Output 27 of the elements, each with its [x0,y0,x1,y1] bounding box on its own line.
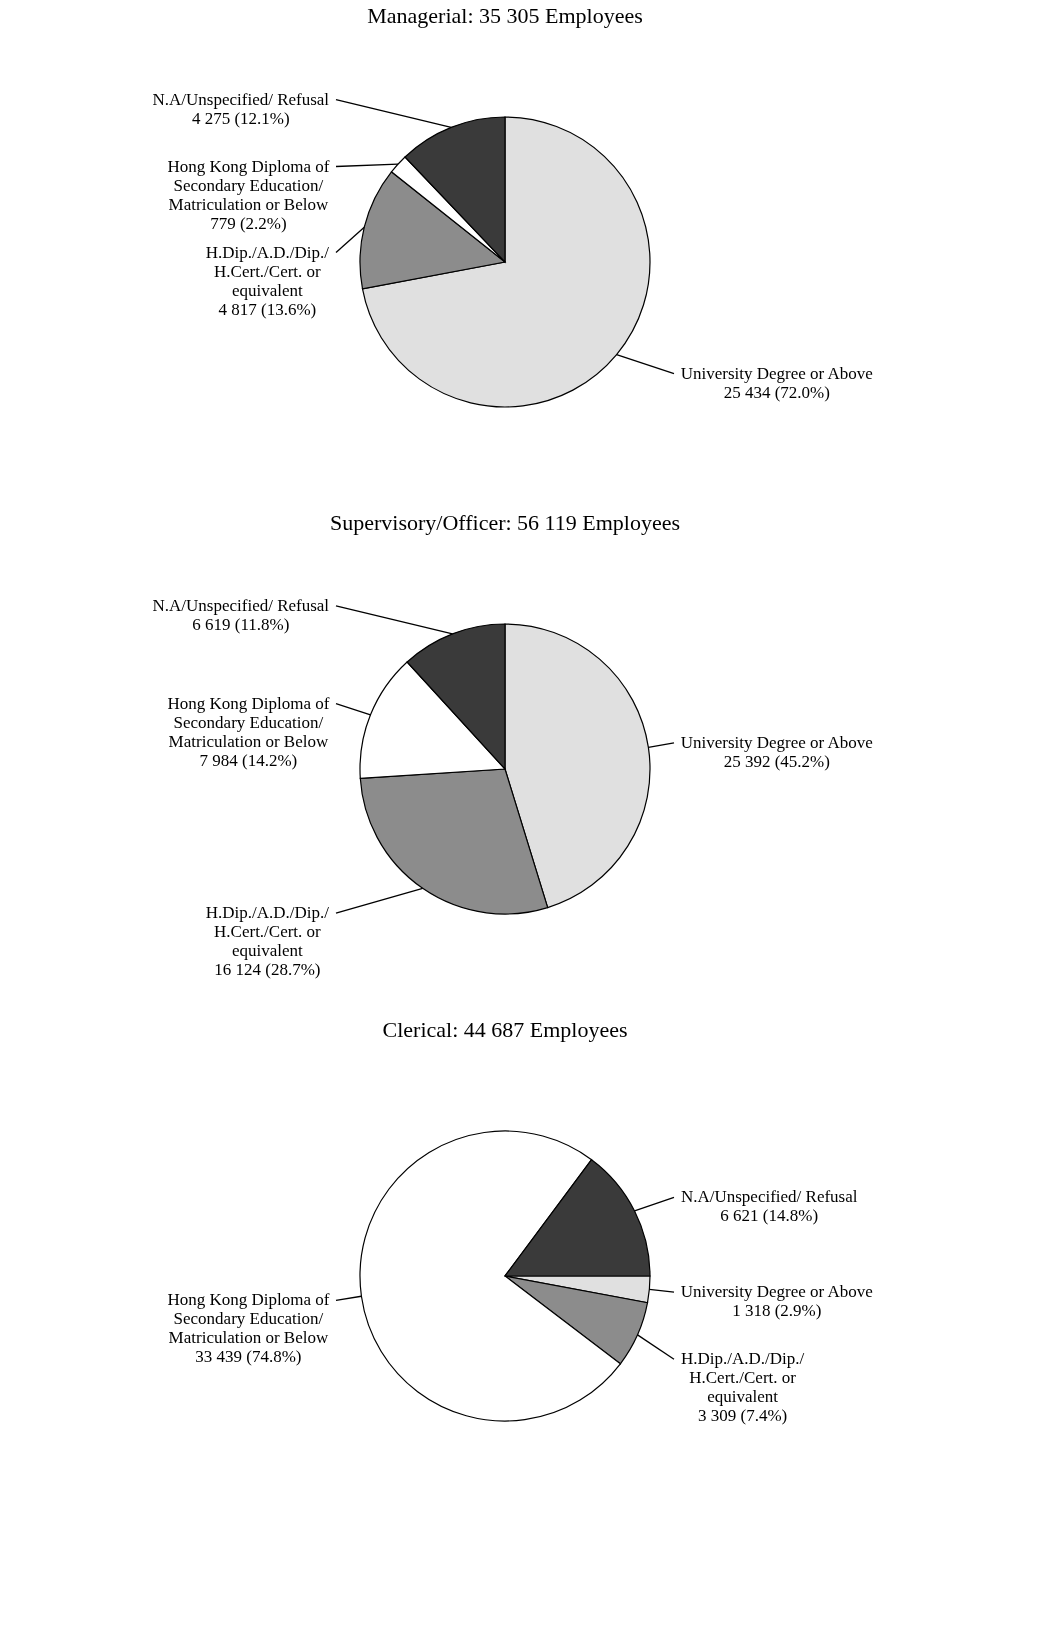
slice-label: N.A/Unspecified/ Refusal [680,1187,858,1207]
slice-label: H.Dip./A.D./Dip./ H.Cert./Cert. or equivalent [205,242,330,300]
data-label: 779 (2.2%) [210,213,287,233]
slice-label: University Degree or Above [680,732,873,752]
chart-title: Managerial: 35 305 Employees [367,3,643,28]
slice-label: H.Dip./A.D./Dip./ H.Cert./Cert. or equivalent [205,903,330,961]
slice-label: Hong Kong Diploma of Secondary Education/ Matriculation or Below [167,693,330,751]
slice-label: Hong Kong Diploma of Secondary Education/ Matriculation or Below [167,156,330,214]
data-label: 6 619 (11.8%) [192,614,290,634]
slice-label: H.Dip./A.D./Dip./ H.Cert./Cert. or equivalent [680,1349,805,1407]
data-label: 16 124 (28.7%) [214,960,321,980]
data-label: 7 984 (14.2%) [199,750,298,770]
data-label: 4 275 (12.1%) [191,108,290,128]
slice-label: University Degree or Above [680,1282,873,1302]
chart-title: Clerical: 44 687 Employees [382,1017,628,1042]
data-label: 25 434 (72.0%) [723,382,830,402]
slice-label: N.A/Unspecified/ Refusal [152,595,330,615]
data-label: 6 621 (14.8%) [720,1206,819,1226]
data-label: 3 309 (7.4%) [697,1406,788,1426]
data-label: 25 392 (45.2%) [723,751,830,771]
slice-label: Hong Kong Diploma of Secondary Education/ Matriculation or Below [167,1290,330,1348]
data-label: 1 318 (2.9%) [732,1301,822,1321]
data-label: 33 439 (74.8%) [195,1347,302,1367]
data-label: 4 817 (13.6%) [218,299,317,319]
chart-title: Supervisory/Officer: 56 119 Employees [329,510,681,535]
slice-label: University Degree or Above [680,363,873,383]
slice-label: N.A/Unspecified/ Refusal [152,89,330,109]
